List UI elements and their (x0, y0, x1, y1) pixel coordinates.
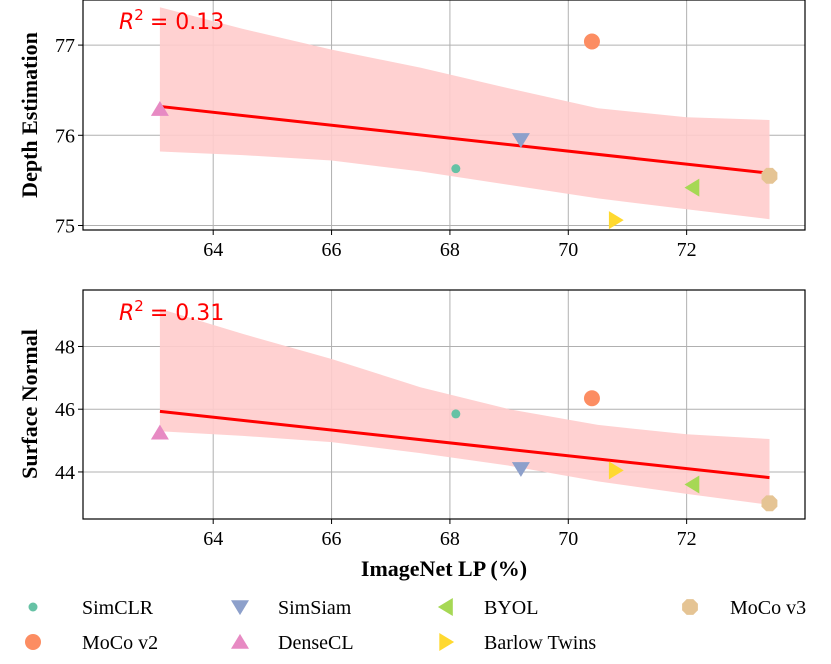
legend-item-byol: BYOL (437, 597, 538, 619)
confidence-band (159, 308, 770, 505)
legend-item-densecl: DenseCL (231, 632, 354, 654)
regression-line (159, 409, 770, 480)
point-moco-v2 (583, 33, 600, 50)
y-tick-label: 46 (55, 399, 75, 421)
legend-marker-moco-v3 (682, 599, 698, 615)
point-moco-v3 (761, 167, 778, 184)
legend-label: DenseCL (278, 632, 354, 654)
point-densecl (150, 101, 169, 116)
r-symbol: R (119, 301, 134, 326)
x-axis-label: ImageNet LP (%) (361, 556, 527, 581)
r-value: = 0.13 (150, 10, 224, 35)
x-tick-label: 66 (322, 239, 342, 261)
confidence-band (159, 7, 770, 220)
y-tick-label: 44 (55, 462, 75, 484)
y-ticks: 44 46 48 (55, 336, 83, 484)
legend-label: Barlow Twins (484, 632, 596, 654)
y-tick-label: 48 (55, 336, 75, 358)
x-tick-label: 68 (440, 239, 460, 261)
point-simsiam (511, 462, 530, 477)
r-exponent: 2 (134, 297, 144, 315)
depth-estimation-panel: 64 66 68 70 72 75 76 77 Depth Estimation R2 = 0… (17, 0, 806, 261)
fit-line (159, 409, 770, 480)
legend-label: BYOL (484, 597, 538, 619)
point-byol (684, 178, 700, 197)
x-tick-label: 64 (203, 528, 223, 550)
legend-marker-simclr (28, 602, 38, 612)
point-barlow-twins (608, 211, 624, 230)
point-simclr (451, 164, 461, 174)
x-tick-label: 64 (203, 239, 223, 261)
point-densecl (150, 424, 169, 440)
r-symbol: R (119, 10, 134, 35)
r-value: = 0.31 (150, 301, 224, 326)
surface-normal-panel: 64 66 68 70 72 44 46 48 Surface Normal R2 = 0.3… (17, 289, 806, 581)
x-tick-label: 68 (440, 528, 460, 550)
x-ticks: 64 66 68 70 72 (203, 230, 697, 261)
legend-label: MoCo v2 (82, 632, 158, 654)
point-simsiam (511, 133, 530, 148)
legend-label: SimSiam (278, 597, 352, 619)
legend-item-barlow-twins: Barlow Twins (439, 632, 596, 654)
point-byol (684, 475, 700, 494)
regression-line (159, 104, 770, 175)
legend-label: MoCo v3 (730, 597, 806, 619)
legend-item-moco-v3: MoCo v3 (682, 597, 806, 619)
data-points (150, 33, 778, 230)
point-barlow-twins (608, 461, 624, 480)
axes-frame (82, 0, 806, 231)
confidence-band-area (159, 308, 770, 505)
legend-marker-byol (437, 598, 453, 616)
legend-label: SimCLR (82, 597, 154, 619)
legend-item-simclr: SimCLR (28, 597, 154, 619)
point-simclr (451, 409, 461, 419)
point-moco-v3 (761, 495, 778, 512)
r-squared-annotation: R2 = 0.13 (119, 6, 224, 35)
x-tick-label: 70 (558, 239, 578, 261)
y-axis-label: Surface Normal (17, 329, 42, 479)
y-ticks: 75 76 77 (55, 35, 83, 237)
x-tick-label: 66 (322, 528, 342, 550)
fit-line (159, 104, 770, 175)
y-tick-label: 77 (55, 35, 75, 57)
x-tick-label: 72 (677, 239, 697, 261)
x-tick-label: 70 (558, 528, 578, 550)
legend-marker-moco-v2 (25, 634, 41, 650)
legend-marker-simsiam (231, 600, 249, 616)
y-tick-label: 76 (55, 125, 75, 147)
point-moco-v2 (583, 390, 600, 407)
data-points (150, 390, 778, 512)
legend-item-moco-v2: MoCo v2 (25, 632, 158, 654)
confidence-band-area (159, 7, 770, 220)
r-exponent: 2 (134, 6, 144, 24)
legend-marker-densecl (231, 633, 249, 649)
legend-item-simsiam: SimSiam (231, 597, 352, 619)
x-tick-label: 72 (677, 528, 697, 550)
legend-marker-barlow-twins (439, 633, 455, 651)
y-tick-label: 75 (55, 215, 75, 237)
legend: SimCLR SimSiam BYOL MoCo v3 MoCo v2 DenseCL Ba… (25, 597, 806, 654)
y-axis-label: Depth Estimation (17, 32, 42, 198)
axes-frame (82, 289, 806, 520)
r-squared-annotation: R2 = 0.31 (119, 297, 224, 326)
x-ticks: 64 66 68 70 72 (203, 519, 697, 550)
